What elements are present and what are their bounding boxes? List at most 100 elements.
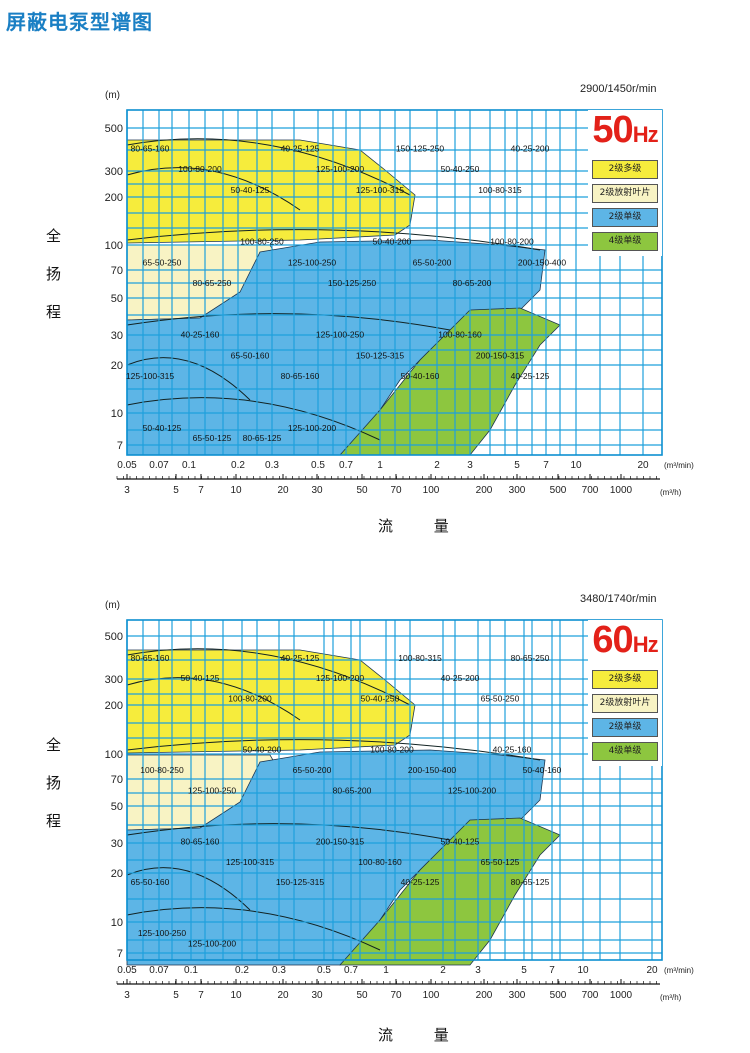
pump-model-label: 65-50-250 xyxy=(143,257,182,267)
pump-model-label: 65-50-250 xyxy=(481,694,520,704)
frequency-unit: Hz xyxy=(632,632,659,657)
frequency-unit: Hz xyxy=(632,122,659,147)
x-tick-label-bottom: 3 xyxy=(124,990,130,1001)
y-tick-label: 7 xyxy=(117,440,123,452)
x-tick-label-top: 0.1 xyxy=(182,460,196,471)
pump-model-label: 40-25-125 xyxy=(511,371,550,381)
x-tick-label-bottom: 10 xyxy=(230,485,242,496)
pump-model-label: 150-125-250 xyxy=(396,143,444,153)
pump-labels: 80-65-160 100-80-200 50-40-125 40-25-125 125… xyxy=(126,143,566,443)
pump-model-label: 80-65-160 xyxy=(131,143,170,153)
x-tick-label-bottom: 200 xyxy=(476,990,493,1001)
x-tick-label-top: 0.07 xyxy=(149,460,169,471)
pump-model-label: 50-40-125 xyxy=(231,185,270,195)
pump-model-label: 125-100-200 xyxy=(448,785,496,795)
pump-model-label: 100-80-200 xyxy=(490,237,534,247)
pump-model-label: 125-100-250 xyxy=(138,928,186,938)
y-tick-label: 100 xyxy=(105,240,123,252)
pump-model-label: 100-80-250 xyxy=(140,765,184,775)
plot-frame xyxy=(126,619,663,961)
legend-item: 2级放射叶片 xyxy=(592,184,658,203)
pump-model-label: 125-100-200 xyxy=(316,164,364,174)
y-tick-label: 70 xyxy=(111,774,123,786)
pump-model-label: 50-40-125 xyxy=(181,673,220,683)
y-tick-label: 300 xyxy=(105,674,123,686)
y-tick-label: 10 xyxy=(111,917,123,929)
pump-model-label: 125-100-200 xyxy=(316,673,364,683)
pump-model-label: 65-50-160 xyxy=(131,877,170,887)
x-tick-label-bottom: 500 xyxy=(550,990,567,1001)
y-tick-label: 500 xyxy=(105,631,123,643)
pump-curve xyxy=(126,867,251,911)
pump-model-label: 125-100-250 xyxy=(316,330,364,340)
pump-model-label: 50-40-250 xyxy=(361,694,400,704)
x-tick-label-top: 3 xyxy=(467,460,473,471)
y-tick-label: 50 xyxy=(111,801,123,813)
legend-item: 4级单级 xyxy=(592,742,658,761)
pump-curve xyxy=(126,823,451,841)
x-tick-label-bottom: 1000 xyxy=(610,485,633,496)
pump-model-label: 125-100-315 xyxy=(356,185,404,195)
x-tick-label-top: 0.05 xyxy=(117,965,137,976)
y-tick-label: 30 xyxy=(111,838,123,850)
pump-model-label: 40-25-200 xyxy=(441,673,480,683)
x-tick-label-bottom: 50 xyxy=(356,990,368,1001)
x-tick-label-top: 1 xyxy=(383,965,389,976)
pump-model-label: 40-25-125 xyxy=(281,143,320,153)
pump-model-label: 50-40-200 xyxy=(243,745,282,755)
y-axis-label-char: 全 xyxy=(46,227,62,245)
y-tick-label: 200 xyxy=(105,192,123,204)
pump-model-label: 200-150-315 xyxy=(476,350,524,360)
pump-model-label: 80-65-200 xyxy=(453,278,492,288)
pump-model-label: 80-65-250 xyxy=(511,653,550,663)
pump-labels: 80-65-160 50-40-125 100-80-200 40-25-125 125… xyxy=(131,653,562,949)
y-tick-label: 200 xyxy=(105,700,123,712)
pump-model-label: 65-50-200 xyxy=(413,257,452,267)
pump-model-label: 80-65-160 xyxy=(131,653,170,663)
x-tick-label-top: 0.1 xyxy=(184,965,198,976)
x-tick-label-bottom: 200 xyxy=(476,485,493,496)
x-unit-bottom: (m³/h) xyxy=(660,993,682,1002)
x-tick-label-bottom: 30 xyxy=(311,485,323,496)
pump-model-label: 65-50-160 xyxy=(231,350,270,360)
x-tick-label-top: 5 xyxy=(521,965,527,976)
pump-model-label: 200-150-400 xyxy=(518,257,566,267)
pump-model-label: 100-80-250 xyxy=(240,237,284,247)
legend-box: 60Hz 2级多级 2级放射叶片 2级单级 4级单级 xyxy=(588,620,662,766)
pump-model-label: 50-40-125 xyxy=(143,423,182,433)
pump-model-label: 65-50-125 xyxy=(481,857,520,867)
x-tick-label-top: 0.2 xyxy=(231,460,245,471)
pump-model-label: 50-40-125 xyxy=(441,836,480,846)
x-tick-label-bottom: 50 xyxy=(356,485,368,496)
x-axis-label: 流 量 xyxy=(378,517,467,535)
y-axis-label-char: 程 xyxy=(46,303,62,321)
pump-model-label: 100-80-315 xyxy=(398,653,442,663)
y-unit: (m) xyxy=(105,90,120,101)
pump-model-label: 40-25-160 xyxy=(181,330,220,340)
pump-model-label: 80-65-160 xyxy=(281,371,320,381)
x-tick-label-bottom: 70 xyxy=(390,990,402,1001)
x-tick-label-top: 0.5 xyxy=(311,460,325,471)
pump-model-label: 65-50-125 xyxy=(193,433,232,443)
x-tick-label-bottom: 5 xyxy=(173,485,179,496)
region-area xyxy=(126,139,416,244)
speed-label: 3480/1740r/min xyxy=(580,593,657,605)
pump-model-label: 125-100-200 xyxy=(188,938,236,948)
pump-model-label: 100-80-160 xyxy=(438,330,482,340)
x-tick-label-bottom: 3 xyxy=(124,485,130,496)
pump-model-label: 125-100-250 xyxy=(188,785,236,795)
x-tick-label-bottom: 70 xyxy=(390,485,402,496)
frequency-label: 50Hz xyxy=(588,110,662,155)
y-axis-label-char: 扬 xyxy=(46,774,62,792)
pump-curve xyxy=(126,313,451,331)
pump-model-label: 150-125-315 xyxy=(356,350,404,360)
legend-item: 2级放射叶片 xyxy=(592,694,658,713)
x-tick-label-top: 0.07 xyxy=(149,965,169,976)
x-tick-label-bottom: 300 xyxy=(509,990,526,1001)
pump-model-label: 200-150-315 xyxy=(316,836,364,846)
x-tick-label-bottom: 300 xyxy=(509,485,526,496)
y-tick-label: 300 xyxy=(105,166,123,178)
pump-model-label: 40-25-160 xyxy=(493,745,532,755)
x-axis-label: 流 量 xyxy=(378,1026,467,1044)
pump-model-label: 125-100-200 xyxy=(288,423,336,433)
